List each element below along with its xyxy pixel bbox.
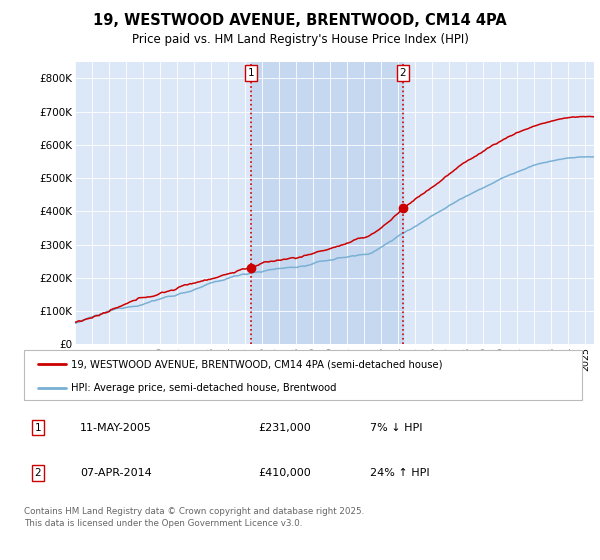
Text: Price paid vs. HM Land Registry's House Price Index (HPI): Price paid vs. HM Land Registry's House … xyxy=(131,33,469,46)
Text: 1: 1 xyxy=(248,68,254,78)
Text: 11-MAY-2005: 11-MAY-2005 xyxy=(80,423,152,432)
Text: HPI: Average price, semi-detached house, Brentwood: HPI: Average price, semi-detached house,… xyxy=(71,383,337,393)
FancyBboxPatch shape xyxy=(24,350,582,400)
Bar xyxy=(251,62,403,344)
Text: 07-APR-2014: 07-APR-2014 xyxy=(80,468,152,478)
Text: 19, WESTWOOD AVENUE, BRENTWOOD, CM14 4PA (semi-detached house): 19, WESTWOOD AVENUE, BRENTWOOD, CM14 4PA… xyxy=(71,359,443,369)
Text: £410,000: £410,000 xyxy=(259,468,311,478)
Text: Contains HM Land Registry data © Crown copyright and database right 2025.
This d: Contains HM Land Registry data © Crown c… xyxy=(24,507,364,528)
Text: 2: 2 xyxy=(400,68,406,78)
Text: 1: 1 xyxy=(35,423,41,432)
Text: 2: 2 xyxy=(35,468,41,478)
Text: 7% ↓ HPI: 7% ↓ HPI xyxy=(370,423,422,432)
Text: 24% ↑ HPI: 24% ↑ HPI xyxy=(370,468,430,478)
Text: 19, WESTWOOD AVENUE, BRENTWOOD, CM14 4PA: 19, WESTWOOD AVENUE, BRENTWOOD, CM14 4PA xyxy=(93,13,507,28)
Text: £231,000: £231,000 xyxy=(259,423,311,432)
